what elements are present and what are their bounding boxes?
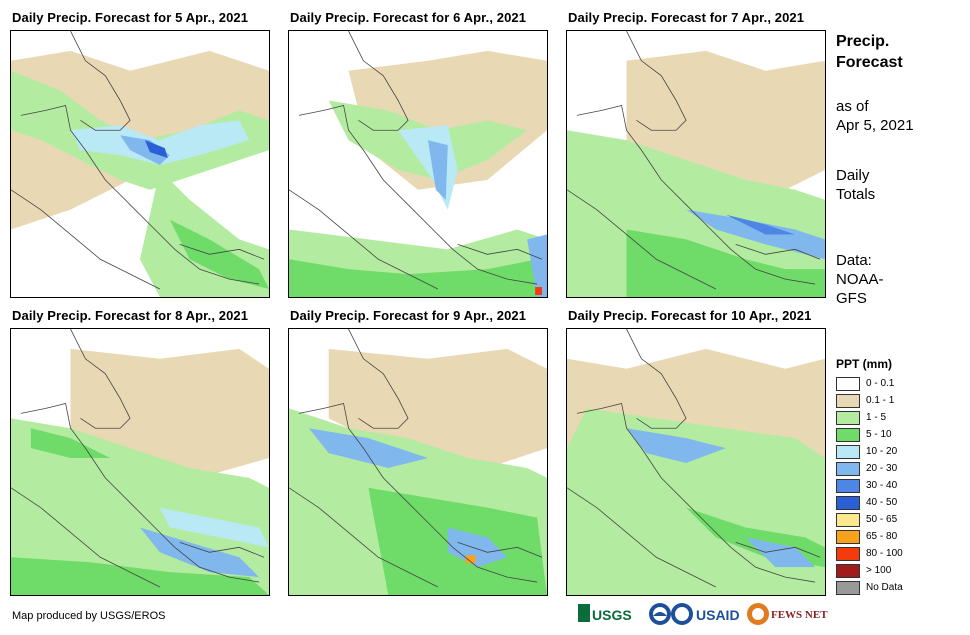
sidebar-data-line1: Data: bbox=[836, 252, 872, 269]
legend-item: 20 - 30 bbox=[836, 460, 897, 477]
legend-label: 30 - 40 bbox=[866, 480, 898, 491]
legend-swatch bbox=[836, 393, 860, 408]
map-panel-apr-7 bbox=[566, 30, 826, 298]
legend-label: 20 - 30 bbox=[866, 463, 898, 474]
map-credit: Map produced by USGS/EROS bbox=[12, 610, 166, 622]
panel-title-2: Daily Precip. Forecast for 6 Apr., 2021 bbox=[290, 10, 527, 25]
legend-swatch bbox=[836, 563, 860, 578]
sidebar-title: Precip. Forecast bbox=[836, 31, 903, 73]
panel-title-5: Daily Precip. Forecast for 9 Apr., 2021 bbox=[290, 308, 527, 323]
map-panel-apr-8 bbox=[10, 328, 270, 596]
legend-swatch bbox=[836, 427, 860, 442]
legend-swatch bbox=[836, 376, 860, 391]
panel-title-3: Daily Precip. Forecast for 7 Apr., 2021 bbox=[568, 10, 805, 25]
usgs-logo-text: USGS bbox=[592, 607, 632, 623]
fewsnet-logo: FEWS NET bbox=[747, 603, 828, 625]
legend-swatch bbox=[836, 546, 860, 561]
precip-field bbox=[11, 329, 269, 595]
legend-item: No Data bbox=[836, 579, 903, 596]
legend-item: 5 - 10 bbox=[836, 426, 892, 443]
legend-item: 80 - 100 bbox=[836, 545, 903, 562]
map-graphic bbox=[11, 329, 269, 595]
legend-item: > 100 bbox=[836, 562, 891, 579]
legend-swatch bbox=[836, 512, 860, 527]
legend-item: 40 - 50 bbox=[836, 494, 897, 511]
usaid-logo-text: USAID bbox=[696, 607, 740, 623]
legend-label: 10 - 20 bbox=[866, 446, 898, 457]
sidebar-totals: Daily Totals bbox=[836, 166, 875, 204]
legend-swatch bbox=[836, 529, 860, 544]
map-graphic bbox=[567, 31, 825, 297]
sidebar-title-line2: Forecast bbox=[836, 54, 903, 71]
map-panel-apr-9 bbox=[288, 328, 548, 596]
legend-label: 65 - 80 bbox=[866, 531, 898, 542]
sidebar-data-line3: GFS bbox=[836, 290, 867, 307]
legend-label: 40 - 50 bbox=[866, 497, 898, 508]
sidebar-totals-line2: Totals bbox=[836, 186, 876, 203]
sidebar-asof: as of Apr 5, 2021 bbox=[836, 97, 914, 135]
panel-title-4: Daily Precip. Forecast for 8 Apr., 2021 bbox=[12, 308, 249, 323]
legend-label: 1 - 5 bbox=[866, 412, 887, 423]
sidebar-asof-line1: as of bbox=[836, 98, 869, 115]
legend-item: 50 - 65 bbox=[836, 511, 897, 528]
map-graphic bbox=[567, 329, 825, 595]
country-borders bbox=[567, 31, 821, 290]
usgs-logo: USGS bbox=[578, 604, 632, 623]
legend-swatch bbox=[836, 478, 860, 493]
legend-swatch bbox=[836, 495, 860, 510]
country-borders bbox=[567, 329, 821, 588]
map-panel-apr-5 bbox=[10, 30, 270, 298]
legend-swatch bbox=[836, 444, 860, 459]
map-graphic bbox=[289, 329, 547, 595]
legend-item: 1 - 5 bbox=[836, 409, 886, 426]
country-borders bbox=[11, 329, 265, 588]
legend-label: No Data bbox=[866, 582, 903, 593]
country-borders bbox=[289, 329, 543, 588]
legend-swatch bbox=[836, 580, 860, 595]
legend-swatch bbox=[836, 461, 860, 476]
fewsnet-logo-text: FEWS NET bbox=[771, 609, 828, 621]
legend-item: 65 - 80 bbox=[836, 528, 897, 545]
sidebar-asof-line2: Apr 5, 2021 bbox=[836, 117, 914, 134]
sidebar-title-line1: Precip. bbox=[836, 33, 890, 50]
legend-label: 5 - 10 bbox=[866, 429, 892, 440]
precip-field bbox=[289, 31, 547, 297]
legend-label: 0.1 - 1 bbox=[866, 395, 895, 406]
map-panel-apr-6 bbox=[288, 30, 548, 298]
precip-field bbox=[567, 31, 825, 297]
partner-logos: USGS USAID FEWS NET bbox=[578, 603, 828, 625]
precip-field bbox=[11, 31, 269, 297]
legend-label: 0 - 0.1 bbox=[866, 378, 895, 389]
country-borders bbox=[289, 31, 543, 290]
map-panel-apr-10 bbox=[566, 328, 826, 596]
legend-item: 30 - 40 bbox=[836, 477, 897, 494]
sidebar-data-source: Data: NOAA- GFS bbox=[836, 251, 884, 308]
legend-swatch bbox=[836, 410, 860, 425]
legend-label: 50 - 65 bbox=[866, 514, 898, 525]
map-graphic bbox=[11, 31, 269, 297]
precip-field bbox=[567, 329, 825, 595]
panel-title-6: Daily Precip. Forecast for 10 Apr., 2021 bbox=[568, 308, 812, 323]
panel-title-1: Daily Precip. Forecast for 5 Apr., 2021 bbox=[12, 10, 249, 25]
precip-field bbox=[289, 329, 547, 595]
legend-label: 80 - 100 bbox=[866, 548, 903, 559]
legend-title: PPT (mm) bbox=[836, 357, 893, 371]
map-graphic bbox=[289, 31, 547, 297]
usaid-logo: USAID bbox=[671, 603, 740, 625]
legend-item: 0.1 - 1 bbox=[836, 392, 894, 409]
sidebar-data-line2: NOAA- bbox=[836, 271, 884, 288]
noaa-logo bbox=[649, 603, 671, 625]
country-borders bbox=[11, 31, 265, 290]
legend-label: > 100 bbox=[866, 565, 892, 576]
legend-item: 10 - 20 bbox=[836, 443, 897, 460]
legend-item: 0 - 0.1 bbox=[836, 375, 894, 392]
sidebar-totals-line1: Daily bbox=[836, 167, 870, 184]
